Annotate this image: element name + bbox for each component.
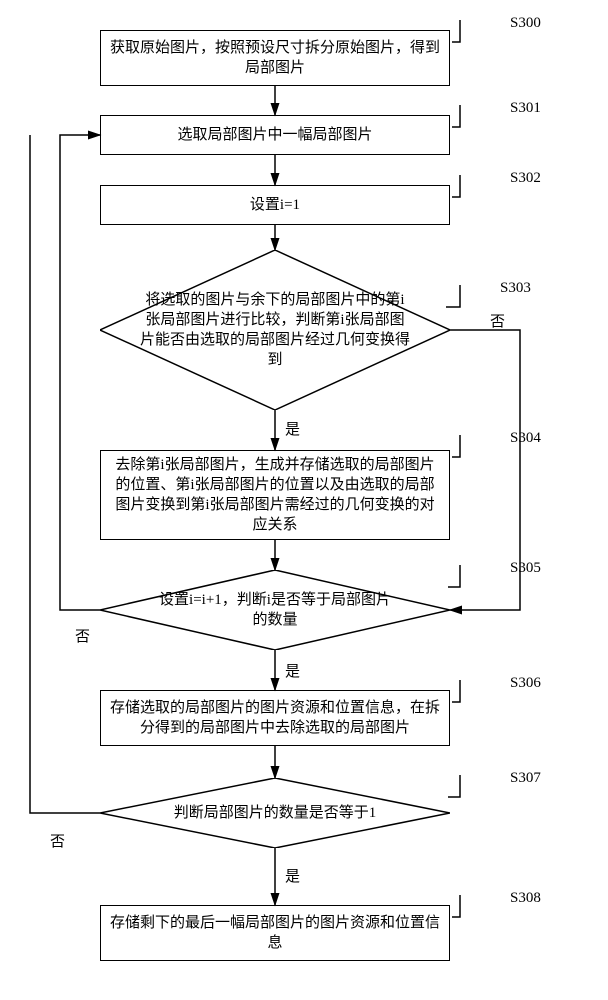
node-s306-text: 存储选取的局部图片的图片资源和位置信息，在拆分得到的局部图片中去除选取的局部图片 (109, 698, 441, 739)
tag-s308: S308 (510, 890, 541, 907)
node-s307: 判断局部图片的数量是否等于1 (100, 778, 450, 848)
tag-s301: S301 (510, 100, 541, 117)
edge-label-s307-yes: 是 (285, 865, 300, 886)
node-s303-text: 将选取的图片与余下的局部图片中的第i张局部图片进行比较，判断第i张局部图片能否由… (138, 290, 412, 371)
node-s300: 获取原始图片，按照预设尺寸拆分原始图片，得到局部图片 (100, 30, 450, 86)
node-s307-text: 判断局部图片的数量是否等于1 (174, 803, 377, 823)
tag-s302: S302 (510, 170, 541, 187)
tag-s300: S300 (510, 15, 541, 32)
node-s300-text: 获取原始图片，按照预设尺寸拆分原始图片，得到局部图片 (109, 38, 441, 79)
node-s305-text: 设置i=i+1，判断i是否等于局部图片的数量 (155, 590, 395, 631)
flowchart-canvas: 获取原始图片，按照预设尺寸拆分原始图片，得到局部图片 S300 选取局部图片中一… (0, 0, 608, 1000)
node-s302: 设置i=1 (100, 185, 450, 225)
tag-s306: S306 (510, 675, 541, 692)
edge-label-s305-no: 否 (75, 625, 90, 646)
node-s308: 存储剩下的最后一幅局部图片的图片资源和位置信息 (100, 905, 450, 961)
node-s303: 将选取的图片与余下的局部图片中的第i张局部图片进行比较，判断第i张局部图片能否由… (100, 250, 450, 410)
edge-label-s305-yes: 是 (285, 660, 300, 681)
node-s302-text: 设置i=1 (250, 195, 300, 215)
tag-s303: S303 (500, 280, 531, 297)
node-s305: 设置i=i+1，判断i是否等于局部图片的数量 (100, 570, 450, 650)
tag-s307: S307 (510, 770, 541, 787)
edge-label-s307-no: 否 (50, 830, 65, 851)
node-s304-text: 去除第i张局部图片，生成并存储选取的局部图片的位置、第i张局部图片的位置以及由选… (109, 455, 441, 536)
tag-s305: S305 (510, 560, 541, 577)
node-s304: 去除第i张局部图片，生成并存储选取的局部图片的位置、第i张局部图片的位置以及由选… (100, 450, 450, 540)
node-s308-text: 存储剩下的最后一幅局部图片的图片资源和位置信息 (109, 913, 441, 954)
node-s301-text: 选取局部图片中一幅局部图片 (177, 125, 372, 145)
edge-label-s303-yes: 是 (285, 418, 300, 439)
edge-label-s303-no: 否 (490, 310, 505, 331)
node-s306: 存储选取的局部图片的图片资源和位置信息，在拆分得到的局部图片中去除选取的局部图片 (100, 690, 450, 746)
node-s301: 选取局部图片中一幅局部图片 (100, 115, 450, 155)
tag-s304: S304 (510, 430, 541, 447)
